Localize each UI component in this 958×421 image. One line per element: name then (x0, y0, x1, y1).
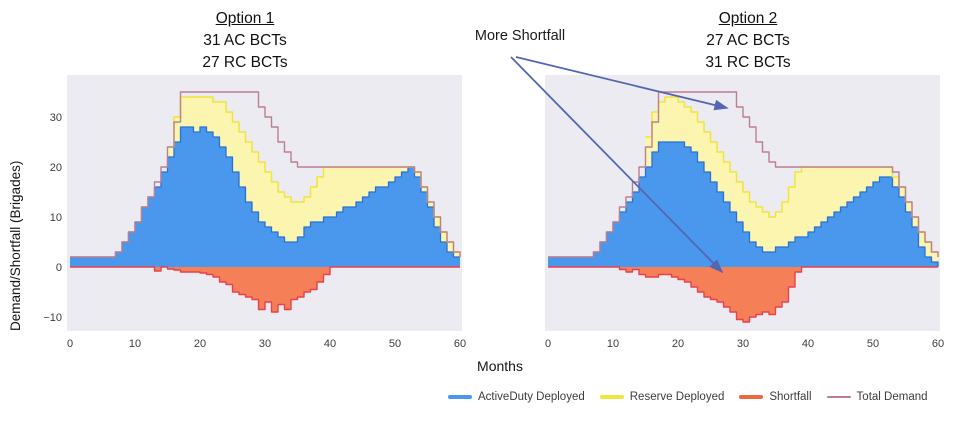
x-tick-label: 20 (672, 338, 684, 350)
x-tick-label: 10 (129, 338, 141, 350)
x-tick-label: 40 (802, 338, 814, 350)
x-tick-label: 30 (259, 338, 271, 350)
shortfall-line (70, 266, 460, 313)
y-tick-label: 10 (50, 212, 62, 224)
option1-chart: 0 10 20 30 40 50 60 −10 0 10 20 30 (43, 75, 466, 350)
option2-chart: 0 10 20 30 40 50 60 (545, 75, 944, 350)
x-tick-label: 0 (67, 338, 73, 350)
x-tick-label: 50 (389, 338, 401, 350)
option1-subtitle-ac: 31 AC BCTs (203, 32, 287, 49)
x-tick-label: 60 (454, 338, 466, 350)
shortfall-area (548, 267, 938, 322)
totaldemand-swatch-icon (826, 396, 851, 398)
option1-subtitle-rc: 27 RC BCTs (202, 54, 288, 71)
legend-item-shortfall: Shortfall (739, 391, 812, 403)
x-tick-label: 40 (324, 338, 336, 350)
y-tick-label: −10 (43, 312, 62, 324)
y-tick-label: 0 (56, 262, 62, 274)
option2-subtitle-rc: 31 RC BCTs (705, 54, 791, 71)
activeduty-swatch-icon (448, 395, 472, 399)
x-tick-label: 0 (545, 338, 551, 350)
legend-label: Reserve Deployed (629, 391, 725, 403)
x-tick-label: 10 (607, 338, 619, 350)
more-shortfall-annotation: More Shortfall (474, 28, 566, 44)
legend-label: ActiveDuty Deployed (478, 391, 585, 403)
y-axis-label: Demand/Shortfall (Brigades) (8, 160, 23, 331)
shortfall-swatch-icon (739, 395, 764, 399)
x-axis-label: Months (477, 358, 523, 374)
x-tick-label: 60 (932, 338, 944, 350)
reserve-area (70, 97, 460, 257)
chart-legend: ActiveDuty Deployed Reserve Deployed Sho… (448, 391, 928, 403)
legend-label: Shortfall (769, 391, 812, 403)
total-demand-line (70, 91, 461, 258)
option1-title-block: Option 1 31 AC BCTs 27 RC BCTs (140, 8, 350, 74)
legend-label: Total Demand (856, 391, 928, 403)
x-tick-label: 50 (867, 338, 879, 350)
x-tick-label: 20 (194, 338, 206, 350)
option1-title: Option 1 (215, 10, 275, 27)
option2-subtitle-ac: 27 AC BCTs (706, 32, 790, 49)
y-tick-label: 20 (50, 162, 62, 174)
shortfall-area (70, 267, 460, 312)
x-tick-label: 30 (737, 338, 749, 350)
reserve-swatch-icon (599, 395, 624, 399)
option2-title-block: Option 2 27 AC BCTs 31 RC BCTs (643, 8, 853, 74)
y-tick-label: 30 (50, 112, 62, 124)
option2-title: Option 2 (718, 10, 778, 27)
legend-item-activeduty: ActiveDuty Deployed (448, 391, 585, 403)
legend-item-reserve: Reserve Deployed (599, 391, 725, 403)
legend-item-totaldemand: Total Demand (826, 391, 928, 403)
